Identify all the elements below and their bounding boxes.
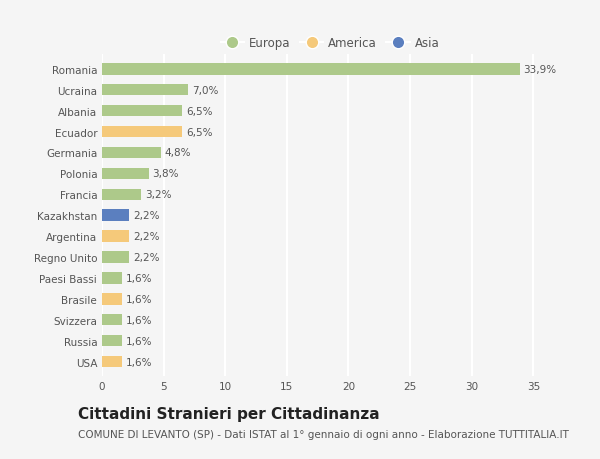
Text: 4,8%: 4,8% — [165, 148, 191, 158]
Text: 2,2%: 2,2% — [133, 232, 160, 241]
Text: COMUNE DI LEVANTO (SP) - Dati ISTAT al 1° gennaio di ogni anno - Elaborazione TU: COMUNE DI LEVANTO (SP) - Dati ISTAT al 1… — [78, 429, 569, 439]
Text: 1,6%: 1,6% — [125, 315, 152, 325]
Text: 1,6%: 1,6% — [125, 294, 152, 304]
Bar — [102, 231, 129, 242]
Bar — [102, 106, 182, 117]
Bar — [102, 356, 122, 368]
Bar — [102, 127, 182, 138]
Bar — [102, 252, 129, 263]
Bar — [102, 210, 129, 221]
Text: 33,9%: 33,9% — [523, 65, 557, 75]
Text: 1,6%: 1,6% — [125, 273, 152, 283]
Text: 2,2%: 2,2% — [133, 211, 160, 221]
Text: 6,5%: 6,5% — [186, 106, 212, 117]
Text: 6,5%: 6,5% — [186, 127, 212, 137]
Bar — [102, 189, 142, 201]
Bar — [102, 147, 161, 159]
Bar — [102, 273, 122, 284]
Bar — [102, 293, 122, 305]
Legend: Europa, America, Asia: Europa, America, Asia — [216, 32, 444, 55]
Text: Cittadini Stranieri per Cittadinanza: Cittadini Stranieri per Cittadinanza — [78, 406, 380, 421]
Bar — [102, 314, 122, 326]
Text: 1,6%: 1,6% — [125, 357, 152, 367]
Text: 7,0%: 7,0% — [192, 85, 218, 95]
Text: 1,6%: 1,6% — [125, 336, 152, 346]
Bar — [102, 335, 122, 347]
Text: 3,2%: 3,2% — [145, 190, 172, 200]
Bar — [102, 64, 520, 75]
Text: 3,8%: 3,8% — [152, 169, 179, 179]
Bar — [102, 168, 149, 180]
Text: 2,2%: 2,2% — [133, 252, 160, 263]
Bar — [102, 85, 188, 96]
